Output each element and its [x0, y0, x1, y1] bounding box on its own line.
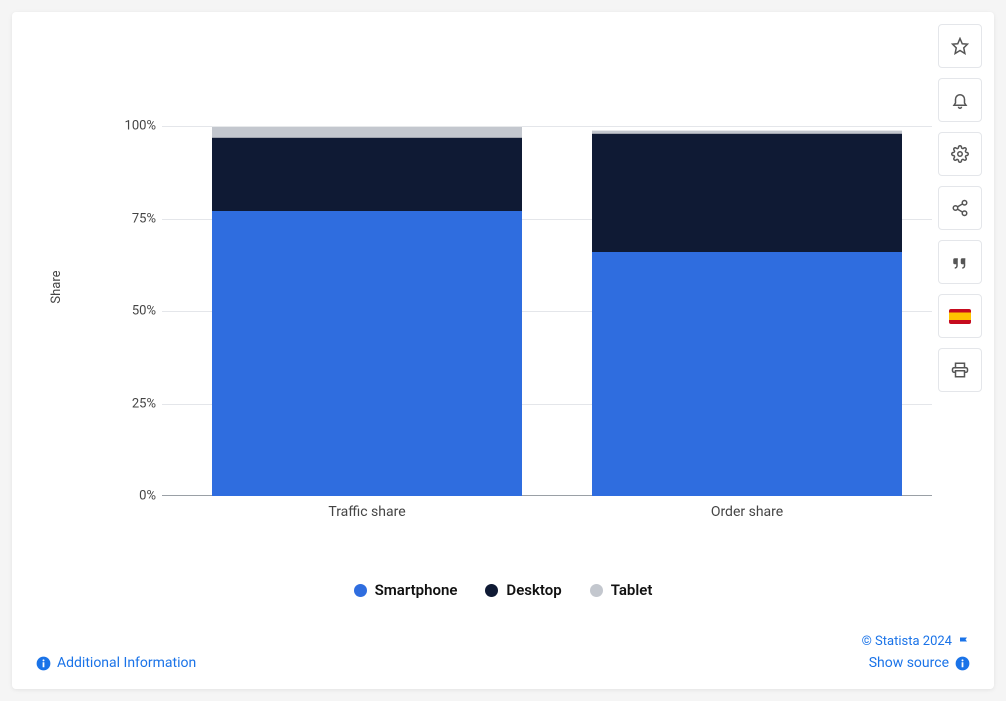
bar-segment-tablet[interactable]	[592, 130, 902, 134]
y-tick-label: 75%	[102, 211, 156, 226]
show-source-link[interactable]: Show source	[869, 655, 970, 671]
bar-segment-smartphone[interactable]	[212, 211, 522, 496]
chart-area: Share 0%25%50%75%100%Traffic shareOrder …	[36, 32, 896, 542]
legend-swatch	[354, 584, 367, 597]
category-label: Traffic share	[212, 496, 522, 520]
show-source-label: Show source	[869, 655, 949, 671]
print-button[interactable]	[938, 348, 982, 392]
favorite-button[interactable]	[938, 24, 982, 68]
bar-segment-tablet[interactable]	[212, 126, 522, 137]
quote-icon	[951, 253, 969, 271]
bar-group: Order share	[592, 52, 902, 496]
legend-swatch	[590, 584, 603, 597]
chart-card: Share 0%25%50%75%100%Traffic shareOrder …	[12, 12, 994, 689]
share-icon	[951, 199, 969, 217]
legend-label: Tablet	[611, 581, 653, 599]
additional-info-link[interactable]: Additional Information	[36, 655, 196, 671]
print-icon	[951, 361, 969, 379]
star-icon	[951, 37, 969, 55]
plot-region: 0%25%50%75%100%Traffic shareOrder share	[102, 52, 932, 496]
copyright: © Statista 2024	[862, 634, 970, 649]
y-axis-label: Share	[49, 270, 64, 303]
cite-button[interactable]	[938, 240, 982, 284]
notify-button[interactable]	[938, 78, 982, 122]
flag-icon	[958, 635, 970, 649]
info-icon	[36, 656, 51, 671]
share-button[interactable]	[938, 186, 982, 230]
legend: Smartphone Desktop Tablet	[12, 581, 994, 599]
bell-icon	[951, 91, 969, 109]
bar-segment-smartphone[interactable]	[592, 252, 902, 496]
chart-footer: Additional Information © Statista 2024 S…	[36, 634, 970, 671]
y-tick-label: 100%	[102, 119, 156, 134]
category-label: Order share	[592, 496, 902, 520]
settings-button[interactable]	[938, 132, 982, 176]
legend-item-tablet[interactable]: Tablet	[590, 581, 653, 599]
y-tick-label: 50%	[102, 304, 156, 319]
y-tick-label: 25%	[102, 396, 156, 411]
legend-label: Desktop	[506, 581, 561, 599]
footer-right: © Statista 2024 Show source	[862, 634, 970, 671]
info-icon	[955, 656, 970, 671]
flag-es-icon	[949, 309, 971, 324]
copyright-text: © Statista 2024	[862, 634, 952, 649]
bar-segment-desktop[interactable]	[212, 137, 522, 211]
bar-segment-desktop[interactable]	[592, 133, 902, 251]
side-toolbar	[938, 24, 982, 392]
additional-info-label: Additional Information	[57, 655, 196, 671]
legend-swatch	[485, 584, 498, 597]
y-tick-label: 0%	[102, 489, 156, 504]
gear-icon	[951, 145, 969, 163]
bar-group: Traffic share	[212, 52, 522, 496]
legend-item-smartphone[interactable]: Smartphone	[354, 581, 458, 599]
legend-label: Smartphone	[375, 581, 458, 599]
language-es-button[interactable]	[938, 294, 982, 338]
legend-item-desktop[interactable]: Desktop	[485, 581, 561, 599]
